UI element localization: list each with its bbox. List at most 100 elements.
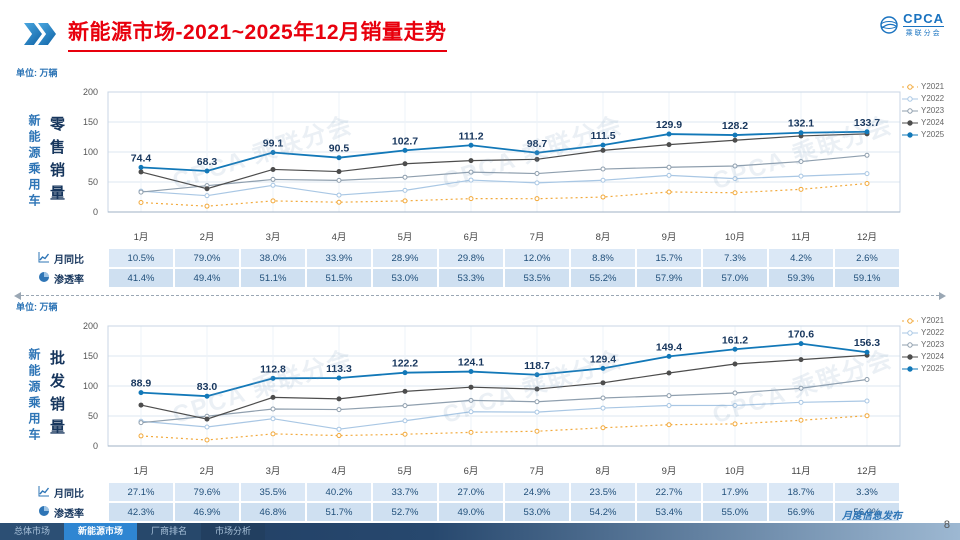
page-number: 8 [943,519,950,531]
svg-text:122.2: 122.2 [392,358,418,370]
table-cell: 57.0% [702,268,768,288]
svg-text:156.3: 156.3 [854,337,880,349]
month-label: 4月 [331,232,347,243]
svg-text:112.8: 112.8 [260,363,286,375]
svg-text:170.6: 170.6 [788,329,814,341]
month-label: 1月 [133,232,149,243]
month-label: 5月 [397,466,413,477]
table-cell: 40.2% [306,482,372,502]
legend-item: Y2025 [902,130,958,139]
month-label: 12月 [856,466,878,477]
table-cell: 7.3% [702,248,768,268]
legend-item: Y2024 [902,118,958,127]
month-label: 9月 [661,232,677,243]
month-label: 6月 [463,232,479,243]
stats-table: 月同比 10.5% 79.0% 38.0% 33.9% 28.9% 29.8% 12.0% 8.… [34,248,900,288]
chevron-icon [38,23,56,45]
side-labels: 新能源乘用车 批发销量 [26,318,67,474]
table-cell: 24.9% [504,482,570,502]
y-tick-label: 50 [87,411,98,421]
footer-tab-3[interactable]: 市场分析 [201,523,266,540]
line-chart: 88.9 83.0 112.8 113.3 122.2 124.1 118.7 129.4 14… [107,325,901,447]
footer-tab-2[interactable]: 厂商排名 [137,523,202,540]
x-axis-labels: 1月 2月 3月 4月 5月 6月 7月 8月 9月 10月 11月 12月 [108,230,900,246]
y-tick-label: 0 [92,207,98,217]
table-cell: 49.4% [174,268,240,288]
y-tick-label: 100 [82,381,98,391]
month-label: 10月 [724,232,746,243]
side-labels: 新能源乘用车 零售销量 [26,84,67,240]
footer-tab-1[interactable]: 新能源市场 [64,523,138,540]
y-tick-label: 200 [82,87,98,97]
svg-text:128.2: 128.2 [722,120,748,132]
month-label: 7月 [529,232,545,243]
table-cell: 18.7% [768,482,834,502]
table-cell: 51.1% [240,268,306,288]
table-cell: 59.3% [768,268,834,288]
table-cell: 79.6% [174,482,240,502]
dashed-separator [14,291,946,301]
legend: Y2021 Y2022 Y2023 Y2024 Y2025 [902,316,958,373]
table-cell: 46.9% [174,502,240,522]
footer-note: 月度信息发布 [842,511,902,522]
table-cell: 22.7% [636,482,702,502]
row-header-trend: 月同比 [34,248,108,268]
y-tick-label: 50 [87,177,98,187]
svg-text:111.5: 111.5 [590,130,615,142]
chart-area: 74.4 68.3 99.1 90.5 102.7 111.2 98.7 111.5 129.9… [107,78,901,228]
table-cell: 27.0% [438,482,504,502]
y-tick-label: 200 [82,321,98,331]
table-row: 渗透率 42.3% 46.9% 46.8% 51.7% 52.7% 49.0% 53.0% 54… [34,502,900,522]
svg-text:102.7: 102.7 [392,135,418,147]
table-cell: 33.7% [372,482,438,502]
y-tick-label: 150 [82,351,98,361]
table-cell: 56.0% [834,502,900,522]
svg-text:113.3: 113.3 [326,363,352,375]
month-label: 4月 [331,466,347,477]
row-header-pie: 渗透率 [34,268,108,288]
pie-icon [38,505,50,520]
month-label: 2月 [199,232,215,243]
table-cell: 53.3% [438,268,504,288]
month-label: 1月 [133,466,149,477]
page-header: 新能源市场-2021~2025年12月销量走势 [24,16,447,52]
retail-panel: 单位: 万辆 新能源乘用车 零售销量 0 50 100 150 200 74.4 68.3… [0,66,960,288]
table-cell: 79.0% [174,248,240,268]
measure-label: 批发销量 [48,350,65,442]
legend-item: Y2021 [902,82,958,91]
trend-icon [38,485,50,500]
table-cell: 46.8% [240,502,306,522]
footer-tab-0[interactable]: 总体市场 [0,523,65,540]
svg-text:161.2: 161.2 [722,334,748,346]
svg-text:83.0: 83.0 [197,381,218,393]
legend-item: Y2023 [902,106,958,115]
table-cell: 53.5% [504,268,570,288]
table-cell: 23.5% [570,482,636,502]
table-cell: 55.0% [702,502,768,522]
table-cell: 59.1% [834,268,900,288]
svg-text:149.4: 149.4 [656,341,682,353]
table-cell: 4.2% [768,248,834,268]
stats-table: 月同比 27.1% 79.6% 35.5% 40.2% 33.7% 27.0% 24.9% 23… [34,482,900,522]
pie-icon [38,271,50,286]
svg-text:111.2: 111.2 [458,130,483,142]
footer-tab-bar: 总体市场 新能源市场 厂商排名 市场分析 [0,523,960,540]
table-cell: 2.6% [834,248,900,268]
table-row: 渗透率 41.4% 49.4% 51.1% 51.5% 53.0% 53.3% 53.5% 55… [34,268,900,288]
svg-text:68.3: 68.3 [197,156,218,168]
month-label: 12月 [856,232,878,243]
chevron-icon [24,23,42,45]
month-label: 7月 [529,466,545,477]
table-cell: 12.0% [504,248,570,268]
logo-subtitle: 乘联分会 [905,30,942,37]
y-tick-label: 100 [82,147,98,157]
svg-text:98.7: 98.7 [527,138,548,150]
y-axis-ticks: 0 50 100 150 200 [62,78,102,228]
trend-icon [38,251,50,266]
logo-name: CPCA [903,11,944,27]
x-axis-labels: 1月 2月 3月 4月 5月 6月 7月 8月 9月 10月 11月 12月 [108,464,900,480]
table-cell: 17.9% [702,482,768,502]
table-cell: 54.2% [570,502,636,522]
table-row: 月同比 27.1% 79.6% 35.5% 40.2% 33.7% 27.0% 24.9% 23… [34,482,900,502]
table-cell: 3.3% [834,482,900,502]
